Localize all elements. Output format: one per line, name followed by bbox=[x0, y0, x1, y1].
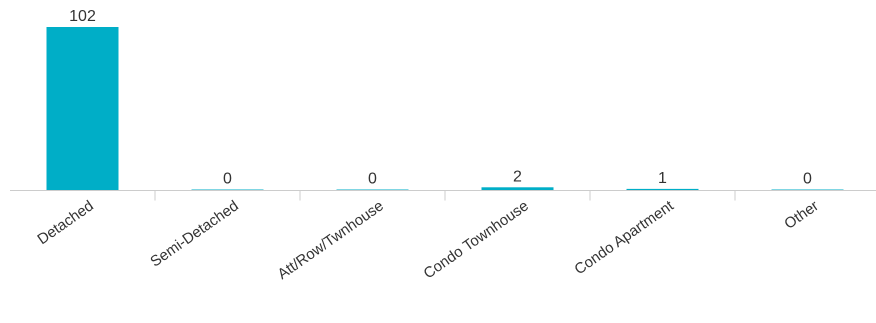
value-label: 0 bbox=[803, 171, 812, 188]
value-label: 0 bbox=[368, 171, 377, 188]
x-axis-ticks bbox=[154, 190, 736, 201]
category-label: Other bbox=[781, 197, 821, 232]
value-label: 102 bbox=[69, 8, 96, 25]
category-label: Condo Townhouse bbox=[420, 197, 531, 282]
category-label: Detached bbox=[34, 197, 96, 248]
category-label: Semi-Detached bbox=[147, 197, 241, 270]
value-label: 2 bbox=[513, 168, 522, 185]
bar-condo-townhouse bbox=[481, 187, 554, 191]
value-label: 1 bbox=[658, 170, 667, 187]
bar-detached bbox=[46, 27, 119, 191]
value-labels: 102 0 0 2 1 0 bbox=[69, 8, 812, 188]
category-labels: Detached Semi-Detached Att/Row/Twnhouse Con… bbox=[34, 197, 821, 283]
bar-condo-apartment bbox=[626, 188, 699, 191]
category-label: Condo Apartment bbox=[571, 197, 677, 278]
bar-series bbox=[46, 27, 844, 191]
category-label: Att/Row/Twnhouse bbox=[275, 197, 387, 283]
value-label: 0 bbox=[223, 171, 232, 188]
